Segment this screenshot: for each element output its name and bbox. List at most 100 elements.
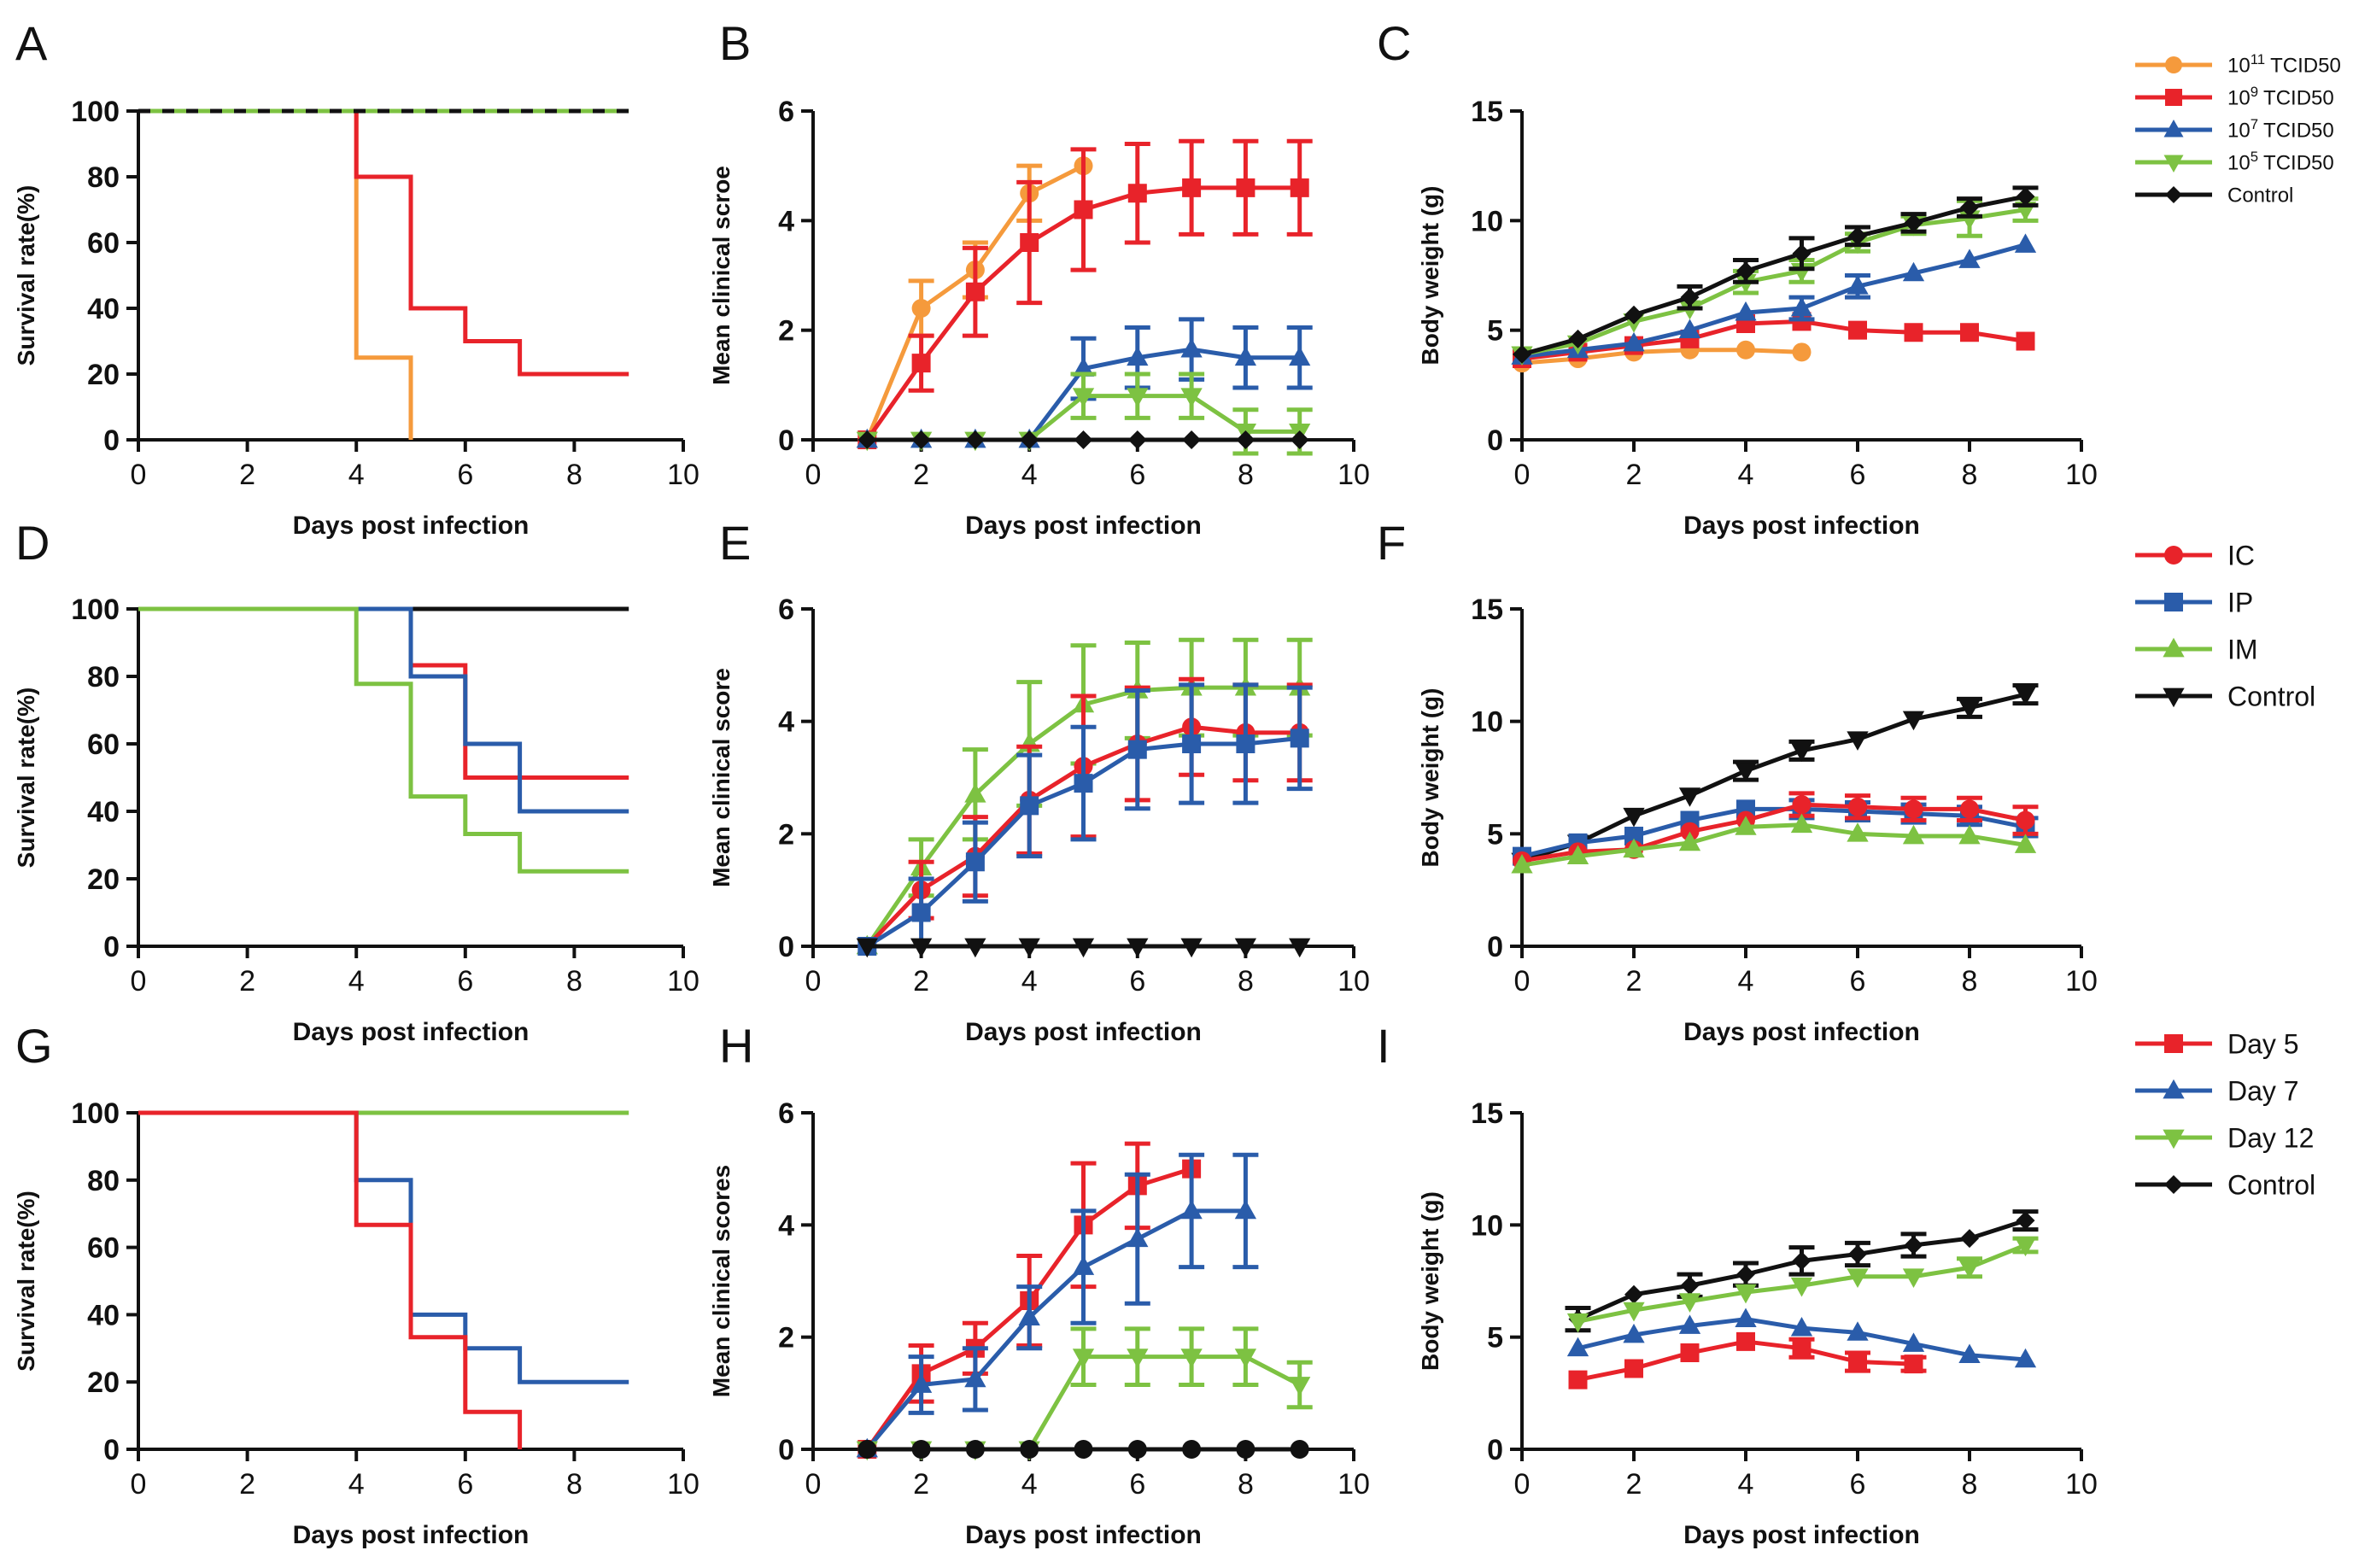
data-point [1902, 1332, 1925, 1352]
x-tick-label: 0 [1514, 1468, 1531, 1501]
data-point [965, 282, 985, 301]
data-point [1904, 1235, 1923, 1255]
x-tick-label: 4 [1738, 965, 1754, 998]
legend-2: IC IP IM Control [2135, 541, 2315, 712]
legend-marker [2165, 56, 2182, 73]
x-tick-label: 6 [457, 965, 473, 998]
data-point [1568, 329, 1588, 348]
legend-label: 109 TCID50 [2227, 84, 2334, 110]
legend-label-base: 10 [2227, 55, 2251, 78]
legend-item: 109 TCID50 [2135, 84, 2334, 110]
panel-letter: B [719, 16, 751, 70]
data-point [1960, 323, 1979, 342]
series-line [1521, 802, 2026, 863]
x-tick-label: 6 [1129, 459, 1145, 491]
panel-letter: H [719, 1019, 753, 1073]
series-line [1521, 806, 2026, 859]
legend-item: 1011 TCID50 [2135, 51, 2341, 78]
y-tick-label: 5 [1487, 818, 1503, 851]
legend-label: Day 5 [2227, 1029, 2299, 1060]
legend-label-suffix: TCID50 [2270, 55, 2341, 78]
x-axis-label: Days post infection [1683, 1521, 1920, 1549]
legend-label: Control [2227, 184, 2293, 208]
survival-step-line [138, 606, 629, 874]
data-point [857, 430, 877, 449]
data-point [1566, 1337, 1589, 1357]
x-tick-label: 0 [131, 459, 147, 491]
data-point [1624, 1284, 1643, 1304]
data-point [1736, 340, 1755, 360]
data-point [1790, 1277, 1813, 1297]
y-tick-label: 100 [71, 594, 120, 626]
x-axis-label: Days post infection [1683, 512, 1920, 540]
panel-h: H 0 2 4 6 8 10 0 2 4 6 Days post infection Mean clin… [708, 1019, 1370, 1549]
data-point [1847, 731, 1869, 751]
legend-marker [2163, 637, 2185, 658]
series-control [857, 1440, 1309, 1459]
y-axis-label: Mean clinical scores [708, 1165, 735, 1397]
data-point [2016, 187, 2035, 207]
legend-label: Control [2227, 682, 2315, 712]
data-point [1736, 261, 1755, 281]
data-point [1180, 388, 1203, 407]
data-point [2014, 1237, 2037, 1257]
legend-item: Control [2135, 184, 2293, 208]
legend-label: IP [2227, 588, 2253, 618]
legend-marker [2163, 687, 2185, 708]
data-point [1623, 1302, 1645, 1322]
survival-step-line [138, 1110, 629, 1384]
y-tick-label: 5 [1487, 315, 1503, 348]
y-tick-label: 0 [1487, 1434, 1503, 1466]
data-point [1020, 796, 1039, 816]
y-tick-label: 0 [103, 931, 120, 963]
series-line [1521, 692, 2027, 863]
series-day-5 [1568, 1331, 1927, 1390]
series-day-12 [1566, 1236, 2039, 1333]
x-tick-label: 2 [1626, 965, 1642, 998]
data-point [1958, 249, 1981, 268]
series-ip [138, 606, 629, 814]
y-tick-label: 0 [1487, 424, 1503, 457]
data-point [1902, 711, 1925, 731]
series-line [1521, 243, 2027, 359]
legend-marker [2164, 546, 2183, 565]
series-control [857, 430, 1309, 449]
panel-letter: I [1377, 1019, 1390, 1073]
data-point [1072, 357, 1095, 377]
legend-item: Day 5 [2135, 1029, 2299, 1060]
data-point [2014, 686, 2037, 706]
x-tick-label: 10 [2065, 459, 2098, 491]
data-point [1018, 938, 1040, 958]
legend-marker [2164, 1034, 2183, 1053]
data-point [1180, 337, 1203, 358]
data-point [1511, 854, 1533, 874]
x-axis-label: Days post infection [293, 1018, 530, 1046]
legend-label-sup: 9 [2251, 84, 2258, 100]
data-point [1289, 346, 1311, 366]
data-point [1904, 799, 1923, 819]
x-tick-label: 4 [1021, 459, 1038, 491]
survival-step-line [138, 1110, 523, 1449]
y-tick-label: 40 [87, 796, 120, 828]
x-tick-label: 10 [667, 1468, 699, 1501]
x-tick-label: 8 [566, 965, 582, 998]
x-tick-label: 8 [1238, 1468, 1254, 1501]
data-point [1180, 1349, 1203, 1368]
data-point [857, 1440, 877, 1459]
data-point [1290, 430, 1309, 449]
series-line [865, 1208, 1246, 1451]
y-axis-label: Mean clinical scroe [708, 166, 735, 385]
legend-marker [2163, 1079, 2185, 1099]
data-point [911, 354, 931, 373]
data-point [1234, 346, 1257, 366]
data-point [1127, 1227, 1149, 1248]
x-tick-label: 2 [239, 965, 255, 998]
data-point [1958, 1343, 1981, 1364]
y-axis-label: Survival rate(%) [13, 687, 39, 869]
series-control [1511, 683, 2039, 873]
data-point [910, 1373, 933, 1393]
data-point [1735, 301, 1757, 321]
x-axis-label: Days post infection [965, 1521, 1202, 1549]
y-tick-label: 40 [87, 293, 120, 325]
y-axis-label: Body weight (g) [1417, 688, 1443, 868]
